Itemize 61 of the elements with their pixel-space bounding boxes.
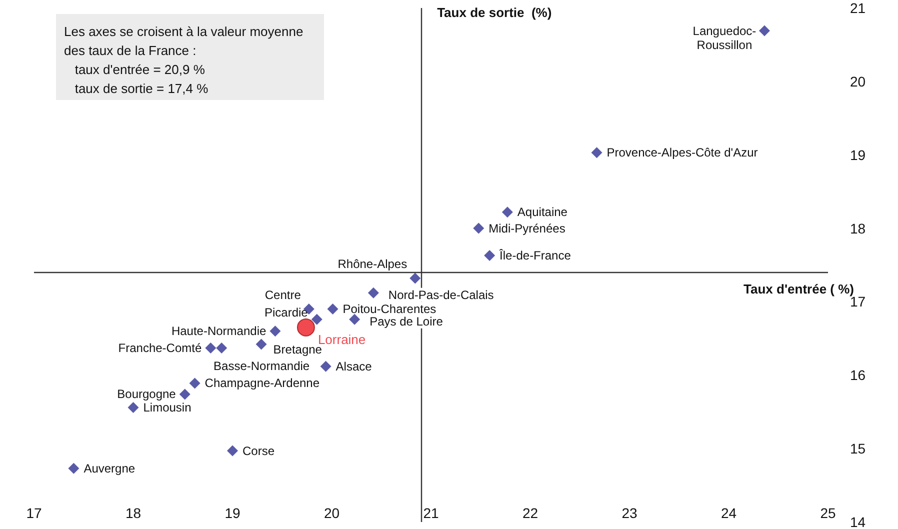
x-tick-label: 17 bbox=[26, 505, 42, 521]
annotation: Les axes se croisent à la valeur moyenne des taux de la France : taux d'entrée = 20,9 % taux de sortie = 17,4 % bbox=[64, 24, 304, 96]
point bbox=[410, 272, 421, 284]
annotation: Bourgogne bbox=[117, 387, 176, 402]
annotation: Champagne-Ardenne bbox=[204, 376, 320, 390]
annotation: Limousin bbox=[143, 400, 192, 414]
point bbox=[758, 25, 770, 36]
annotation: Nord-Pas-de-Calais bbox=[388, 288, 494, 302]
point bbox=[296, 318, 315, 336]
annotation: Centre bbox=[264, 288, 302, 302]
point bbox=[502, 206, 513, 218]
y-tick-label: 18 bbox=[850, 220, 866, 236]
point bbox=[205, 342, 216, 354]
x-tick-label: 20 bbox=[324, 505, 340, 521]
y-tick-label: 15 bbox=[850, 440, 866, 457]
y-tick-label: 19 bbox=[850, 146, 866, 163]
y-tick-label: 20 bbox=[850, 73, 866, 90]
point bbox=[68, 462, 80, 474]
x-tick-label: 18 bbox=[125, 505, 142, 521]
point bbox=[256, 338, 267, 350]
point bbox=[327, 304, 338, 315]
x-tick-label: 25 bbox=[820, 505, 836, 521]
annotation: Aquitaine bbox=[517, 205, 568, 220]
annotation: Haute-Normandie bbox=[171, 324, 266, 338]
y-tick-label: 16 bbox=[850, 367, 866, 384]
x-tick-label: 21 bbox=[423, 505, 439, 521]
point bbox=[349, 314, 360, 325]
annotation: Languedoc- Roussillon bbox=[692, 24, 756, 52]
annotation: Pays de Loire bbox=[370, 314, 444, 328]
point bbox=[311, 314, 322, 325]
point bbox=[484, 250, 496, 261]
annotation: Alsace bbox=[336, 359, 372, 374]
y-tick-label: 21 bbox=[850, 0, 866, 16]
point bbox=[270, 326, 281, 337]
x-tick-label: 22 bbox=[522, 505, 538, 521]
point bbox=[320, 360, 332, 372]
x-axis-title: Taux d'entrée ( %) bbox=[744, 281, 854, 296]
annotation: Picardie bbox=[264, 305, 308, 320]
annotation: Midi-Pyrénées bbox=[488, 221, 566, 236]
annotation: Auvergne bbox=[84, 461, 136, 476]
x-tick-label: 24 bbox=[720, 505, 737, 521]
point bbox=[473, 222, 484, 234]
annotation: Poitou-Charentes bbox=[342, 302, 436, 316]
series-label: Lorraine bbox=[318, 332, 366, 347]
point bbox=[368, 287, 379, 298]
annotation: Basse-Normandie bbox=[214, 358, 310, 373]
x-tick-label: 23 bbox=[622, 505, 638, 521]
point bbox=[227, 445, 238, 456]
annotation: Provence-Alpes-Côte d'Azur bbox=[606, 146, 758, 160]
point bbox=[179, 388, 190, 400]
y-tick-label: 14 bbox=[850, 514, 866, 529]
annotation: Île-de-France bbox=[498, 248, 572, 262]
point bbox=[591, 147, 602, 158]
annotation: Corse bbox=[242, 444, 275, 458]
annotation: Rhône-Alpes bbox=[338, 257, 408, 272]
point bbox=[128, 402, 139, 413]
point bbox=[216, 342, 228, 354]
x-tick-label: 19 bbox=[224, 505, 240, 521]
y-axis-title: Taux de sortie (%) bbox=[437, 5, 552, 20]
point bbox=[189, 378, 200, 389]
annotation: Franche-Comté bbox=[118, 340, 202, 355]
